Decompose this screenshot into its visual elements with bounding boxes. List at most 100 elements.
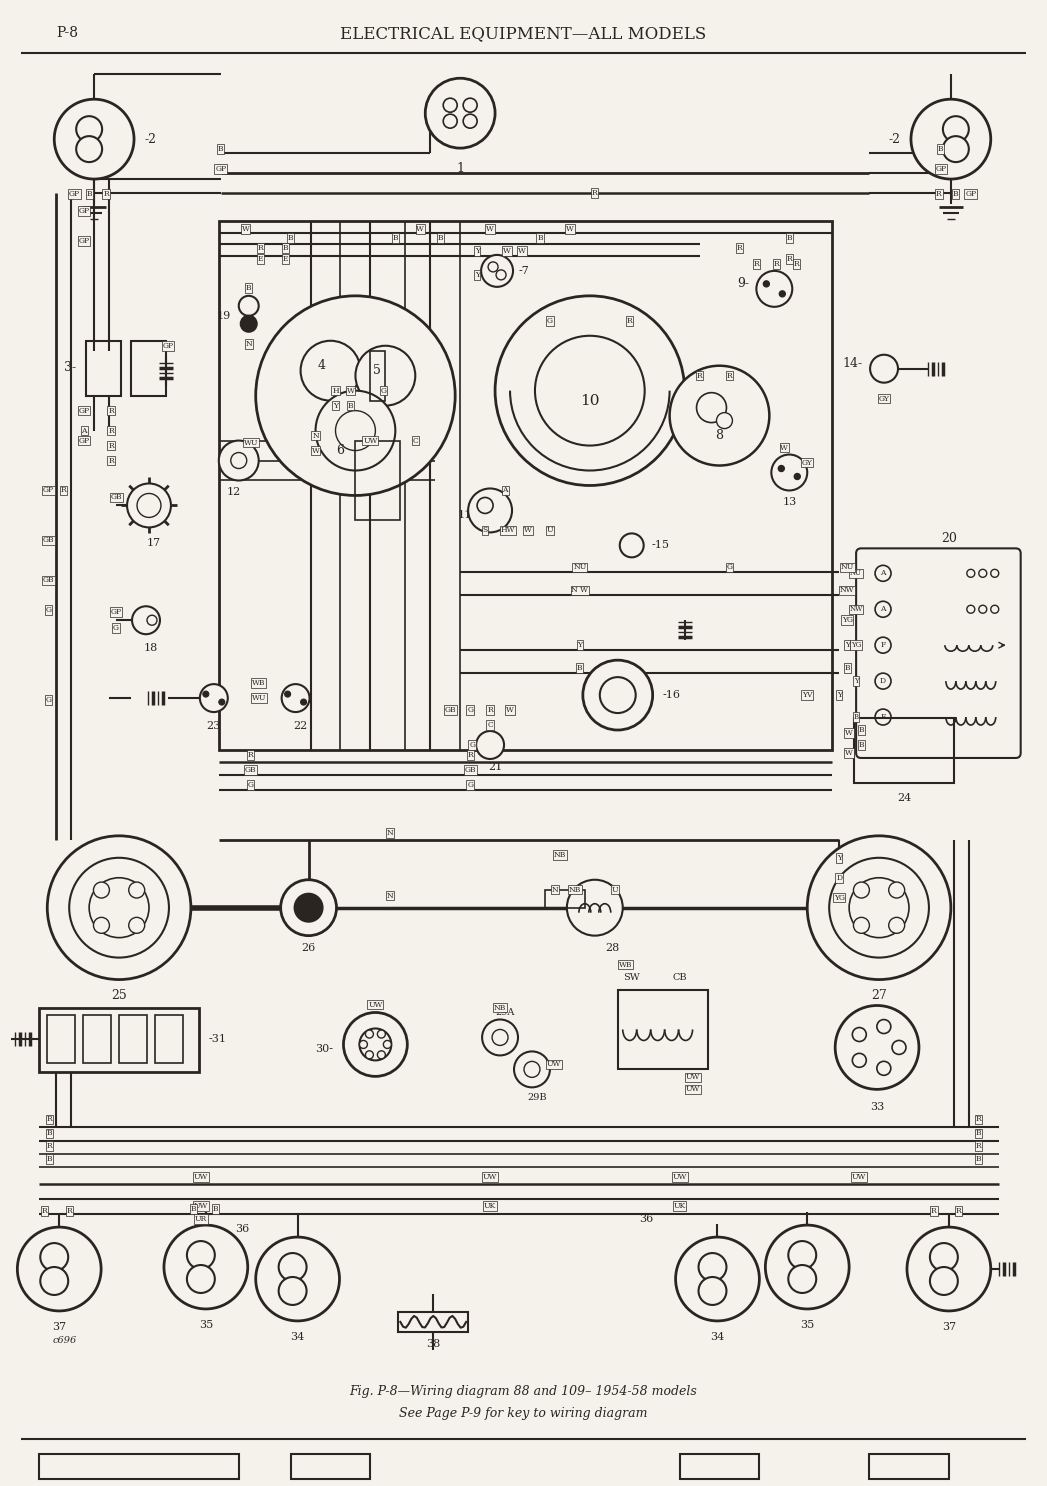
Text: W: W: [504, 247, 511, 256]
Bar: [119, 1015, 147, 1064]
Circle shape: [943, 137, 968, 162]
Text: B: B: [976, 1129, 982, 1137]
Text: B: B: [853, 713, 859, 721]
Text: 38: 38: [426, 1339, 441, 1349]
Circle shape: [300, 698, 307, 704]
Text: UR: UR: [195, 1216, 207, 1223]
Text: W: W: [242, 224, 249, 233]
Text: P-8: P-8: [57, 27, 79, 40]
Text: W: W: [845, 749, 853, 756]
Text: GP: GP: [216, 165, 226, 172]
Circle shape: [294, 893, 322, 921]
Bar: [869, 1453, 949, 1479]
Text: Y: Y: [853, 678, 859, 685]
Circle shape: [930, 1244, 958, 1271]
Text: R: R: [592, 189, 598, 198]
Text: N: N: [552, 886, 558, 893]
Text: 37: 37: [942, 1323, 956, 1331]
Text: ELECTRICAL EQUIPMENT—ALL MODELS: ELECTRICAL EQUIPMENT—ALL MODELS: [340, 25, 706, 42]
Circle shape: [911, 100, 990, 178]
Text: R: R: [936, 190, 941, 198]
Circle shape: [600, 678, 636, 713]
FancyBboxPatch shape: [856, 548, 1021, 758]
Bar: [398, 1312, 468, 1331]
Circle shape: [876, 1019, 891, 1034]
Circle shape: [849, 878, 909, 938]
Text: UW: UW: [483, 1172, 497, 1181]
Circle shape: [779, 291, 785, 297]
Circle shape: [875, 673, 891, 690]
Circle shape: [875, 565, 891, 581]
Circle shape: [492, 1030, 508, 1046]
Circle shape: [807, 835, 951, 979]
Text: Y: Y: [837, 854, 842, 862]
Text: G: G: [113, 624, 119, 632]
Text: B: B: [218, 146, 224, 153]
Text: R: R: [727, 372, 732, 380]
Text: Y: Y: [837, 691, 842, 698]
Text: A: A: [82, 426, 87, 434]
Text: UW: UW: [363, 437, 378, 444]
Circle shape: [359, 1040, 367, 1049]
Text: R: R: [754, 260, 759, 267]
Circle shape: [966, 569, 975, 577]
Circle shape: [698, 1253, 727, 1281]
Text: H: H: [332, 386, 339, 395]
Text: B: B: [537, 233, 542, 242]
Circle shape: [889, 917, 905, 933]
Circle shape: [788, 1241, 817, 1269]
Circle shape: [383, 1040, 392, 1049]
Text: 19: 19: [217, 311, 230, 321]
Circle shape: [377, 1051, 385, 1060]
Circle shape: [772, 455, 807, 490]
Circle shape: [476, 731, 504, 759]
Text: GB: GB: [43, 536, 54, 544]
Text: Fig. P-8—Wiring diagram 88 and 109– 1954-58 models: Fig. P-8—Wiring diagram 88 and 109– 1954…: [349, 1385, 697, 1398]
Circle shape: [285, 691, 291, 697]
Circle shape: [756, 270, 793, 306]
Circle shape: [425, 79, 495, 149]
Circle shape: [829, 857, 929, 957]
Text: 12: 12: [226, 487, 241, 498]
Text: UW: UW: [672, 1172, 687, 1181]
Text: G: G: [469, 742, 475, 749]
Circle shape: [670, 366, 770, 465]
Text: B: B: [191, 1205, 197, 1213]
Text: 10: 10: [580, 394, 600, 407]
Text: WU: WU: [244, 438, 258, 447]
Circle shape: [696, 392, 727, 422]
Circle shape: [979, 605, 986, 614]
Circle shape: [54, 100, 134, 178]
Text: G: G: [727, 563, 733, 571]
Circle shape: [132, 606, 160, 635]
Text: UK: UK: [484, 1202, 496, 1210]
Text: GB: GB: [43, 577, 54, 584]
Text: D: D: [837, 874, 842, 881]
Text: B: B: [786, 233, 793, 242]
Text: G: G: [45, 606, 51, 614]
Circle shape: [343, 1012, 407, 1076]
Text: R: R: [248, 750, 253, 759]
Text: CB: CB: [672, 973, 687, 982]
Circle shape: [853, 883, 869, 898]
Text: NU: NU: [841, 563, 853, 571]
Text: R: R: [976, 1116, 982, 1123]
Bar: [355, 440, 400, 520]
Text: Y: Y: [845, 640, 849, 649]
Text: R: R: [736, 244, 742, 253]
Circle shape: [482, 1019, 518, 1055]
Bar: [47, 1015, 75, 1064]
Text: B: B: [246, 284, 251, 291]
Text: B: B: [953, 190, 959, 198]
Text: R: R: [42, 1207, 47, 1216]
Text: UW: UW: [852, 1172, 866, 1181]
Text: 35: 35: [800, 1320, 815, 1330]
Text: G: G: [45, 695, 51, 704]
Text: 3-: 3-: [64, 361, 76, 374]
Text: R: R: [976, 1143, 982, 1150]
Text: 23: 23: [206, 721, 221, 731]
Circle shape: [836, 1006, 919, 1089]
Text: GP: GP: [965, 190, 977, 198]
Text: A: A: [881, 605, 886, 614]
Text: B: B: [438, 233, 443, 242]
